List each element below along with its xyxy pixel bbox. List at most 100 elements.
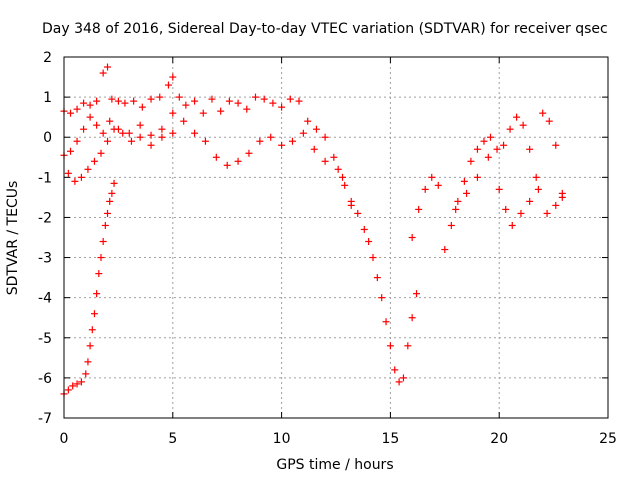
data-point (460, 177, 468, 185)
data-point (519, 121, 527, 129)
data-point (552, 141, 560, 149)
data-point (147, 95, 155, 103)
data-point (391, 366, 399, 374)
data-point (493, 145, 501, 153)
data-point (99, 69, 107, 77)
data-point (73, 380, 81, 388)
series-rise-from-night (60, 179, 118, 398)
data-point (169, 73, 177, 81)
data-point (473, 173, 481, 181)
x-tick-label: 10 (273, 431, 291, 447)
data-point (373, 274, 381, 282)
data-point (84, 165, 92, 173)
data-point (243, 105, 251, 113)
data-point (201, 137, 209, 145)
data-point (467, 157, 475, 165)
data-point (517, 209, 525, 217)
data-point (234, 99, 242, 107)
data-point (182, 101, 190, 109)
data-point (101, 221, 109, 229)
y-tick-label: 2 (43, 50, 52, 66)
data-point (121, 99, 129, 107)
data-point (110, 125, 118, 133)
data-point (365, 238, 373, 246)
series-middle-track (60, 109, 329, 169)
data-point (104, 209, 112, 217)
data-point (408, 234, 416, 241)
data-point (341, 181, 349, 189)
y-tick-label: -7 (38, 411, 52, 427)
data-point (382, 318, 390, 326)
data-point (191, 129, 199, 137)
y-tick-label: -3 (38, 251, 52, 267)
data-point (191, 97, 199, 105)
data-point (413, 290, 421, 298)
data-point (447, 221, 455, 229)
data-point (454, 197, 462, 205)
data-point (452, 205, 460, 213)
data-point (278, 103, 286, 111)
data-point (82, 370, 90, 378)
data-point (99, 129, 107, 137)
data-point (86, 342, 94, 350)
data-point (354, 209, 362, 217)
y-tick-label: -5 (38, 331, 52, 347)
data-point (543, 209, 551, 217)
data-point (480, 137, 488, 145)
data-point (84, 358, 92, 366)
data-point (158, 133, 166, 141)
data-point (513, 113, 521, 121)
data-point (199, 109, 207, 117)
x-axis-title: GPS time / hours (276, 457, 393, 473)
y-tick-label: -4 (38, 291, 52, 307)
data-point (310, 145, 318, 153)
data-point (77, 173, 85, 181)
data-point (90, 157, 98, 165)
data-point (415, 205, 423, 213)
y-axis-title: SDTVAR / TECUs (5, 181, 21, 296)
data-point (286, 95, 294, 103)
data-point (208, 95, 216, 103)
data-point (278, 141, 286, 149)
data-point (225, 97, 233, 105)
data-point (175, 93, 183, 101)
data-point (164, 81, 172, 89)
data-point (127, 137, 135, 145)
plot-frame (63, 56, 609, 419)
data-point (106, 117, 114, 125)
data-point (558, 189, 566, 197)
x-axis-ticks: 0 5 10 15 20 25 (60, 57, 617, 447)
data-point (399, 374, 407, 382)
data-point (267, 133, 275, 141)
series-lower-track (64, 125, 177, 185)
data-point (295, 97, 303, 105)
chart-title: Day 348 of 2016, Sidereal Day-to-day VTE… (42, 21, 608, 37)
data-point (484, 153, 492, 161)
data-point (64, 386, 72, 394)
data-point (217, 107, 225, 115)
data-point (408, 314, 416, 322)
data-point (156, 93, 164, 101)
data-point (245, 149, 253, 157)
data-point (428, 173, 436, 181)
data-point (539, 109, 547, 117)
series-late-falling-track (452, 153, 566, 229)
data-point (369, 254, 377, 262)
data-point (251, 93, 259, 101)
data-point (500, 141, 508, 149)
data-point (404, 342, 412, 350)
data-point (119, 129, 127, 137)
data-point (90, 310, 98, 318)
data-point (299, 129, 307, 137)
data-point (545, 117, 553, 125)
data-point (260, 95, 268, 103)
data-point (212, 153, 220, 161)
data-point (67, 147, 75, 155)
data-point (99, 238, 107, 246)
data-point (147, 141, 155, 149)
y-tick-label: 1 (43, 90, 52, 106)
data-point (93, 121, 101, 129)
grid-lines (64, 57, 608, 418)
data-point (97, 254, 105, 262)
data-point (95, 270, 103, 278)
